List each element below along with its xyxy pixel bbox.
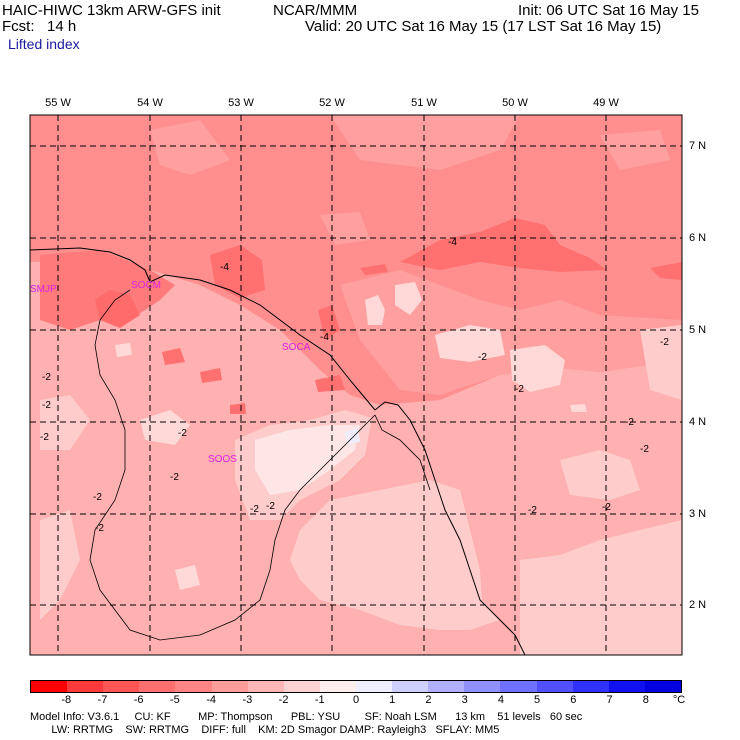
lon-label: 50 W (502, 97, 528, 109)
contour-label: -4 (448, 237, 457, 248)
contour-label: -2 (42, 372, 51, 383)
lat-label: 6 N (689, 232, 707, 244)
lon-label: 51 W (411, 97, 437, 109)
valid-time: Valid: 20 UTC Sat 16 May 15 (17 LST Sat … (305, 18, 662, 35)
lat-lon-grid (30, 115, 682, 655)
colorbar-swatch (464, 681, 501, 692)
field-dark-band (400, 218, 607, 272)
lon-label: 54 W (137, 97, 163, 109)
colorbar-swatch (536, 681, 573, 692)
contour-label: -2 (250, 504, 259, 515)
colorbar-swatch (211, 681, 248, 692)
forecast-hour: Fcst: 14 h (2, 18, 77, 35)
contour-label: -2 (42, 400, 51, 411)
station-label: SOOS (208, 454, 237, 465)
colorbar-tick-label: -7 (97, 694, 108, 706)
colorbar-tick-label: -3 (242, 694, 253, 706)
lat-label: 7 N (689, 140, 707, 152)
colorbar-swatch (103, 681, 140, 692)
colorbar-swatch (283, 681, 320, 692)
colorbar-swatch (67, 681, 104, 692)
colorbar-tick-label: 6 (570, 694, 577, 706)
colorbar-swatch (319, 681, 356, 692)
colorbar-tick-label: 2 (425, 694, 432, 706)
init-time: Init: 06 UTC Sat 16 May 15 (518, 2, 699, 19)
lon-label: 53 W (228, 97, 254, 109)
lat-label: 4 N (689, 416, 707, 428)
colorbar-swatch (175, 681, 212, 692)
colorbar-tick-label: -5 (169, 694, 180, 706)
contour-label: -2 (528, 505, 537, 516)
colorbar-swatch (644, 681, 681, 692)
colorbar-tick-label: -6 (133, 694, 144, 706)
contour-label: -2 (93, 492, 102, 503)
colorbar (30, 680, 682, 693)
colorbar-tick-label: 5 (534, 694, 541, 706)
station-label: SOCA (282, 342, 311, 353)
lon-label: 49 W (593, 97, 619, 109)
colorbar-swatch (608, 681, 645, 692)
colorbar-swatch (247, 681, 284, 692)
colorbar-swatch (31, 681, 68, 692)
lat-label: 3 N (689, 508, 707, 520)
model-info-line1: Model Info: V3.6.1 CU: KF MP: Thompson P… (30, 711, 583, 723)
contour-label: -2 (266, 501, 275, 512)
field-name: Lifted index (8, 36, 80, 52)
contour-label: -2 (40, 432, 49, 443)
colorbar-tick-label: 0 (352, 694, 360, 706)
colorbar-tick-label: -4 (206, 694, 216, 706)
contour-label: -2 (602, 502, 611, 513)
colorbar-swatch (139, 681, 176, 692)
station-label: SMJP (30, 284, 57, 295)
colorbar-swatch (572, 681, 609, 692)
contour-label: -2 (95, 523, 104, 534)
map-frame (29, 114, 683, 656)
colorbar-unit: °C (672, 694, 686, 706)
contour-label: -2 (170, 472, 179, 483)
colorbar-swatch (392, 681, 429, 692)
contour-label: -2 (178, 428, 187, 439)
lat-label: 2 N (689, 599, 707, 611)
colorbar-tick-label: 8 (642, 694, 649, 706)
station-label: SOCM (131, 280, 161, 291)
colorbar-tick-label: 4 (497, 694, 504, 706)
contour-label: -2 (515, 384, 524, 395)
colorbar-tick-label: -1 (314, 694, 325, 706)
border-lines (89, 289, 431, 641)
contour-label: -4 (320, 332, 329, 343)
coastline (29, 247, 526, 656)
lon-label: 52 W (319, 97, 345, 109)
contour-label: -2 (478, 352, 487, 363)
colorbar-swatch (500, 681, 537, 692)
colorbar-tick-label: 3 (461, 694, 468, 706)
contour-label: -4 (220, 262, 229, 273)
lat-label: 5 N (689, 324, 707, 336)
contour-label: -2 (625, 417, 634, 428)
model-title: HAIC-HIWC 13km ARW-GFS init (2, 2, 221, 19)
colorbar-tick-label: 1 (389, 694, 396, 706)
colorbar-swatch (428, 681, 465, 692)
colorbar-tick-label: -2 (278, 694, 289, 706)
model-info-line2: LW: RRTMG SW: RRTMG DIFF: full KM: 2D Sm… (30, 724, 500, 736)
lon-label: 55 W (45, 97, 71, 109)
contour-label: -2 (660, 337, 669, 348)
contour-label: -2 (640, 444, 649, 455)
org-label: NCAR/MMM (273, 2, 358, 19)
colorbar-swatch (355, 681, 393, 692)
colorbar-tick-label: -8 (61, 694, 72, 706)
colorbar-tick-label: 7 (606, 694, 613, 706)
